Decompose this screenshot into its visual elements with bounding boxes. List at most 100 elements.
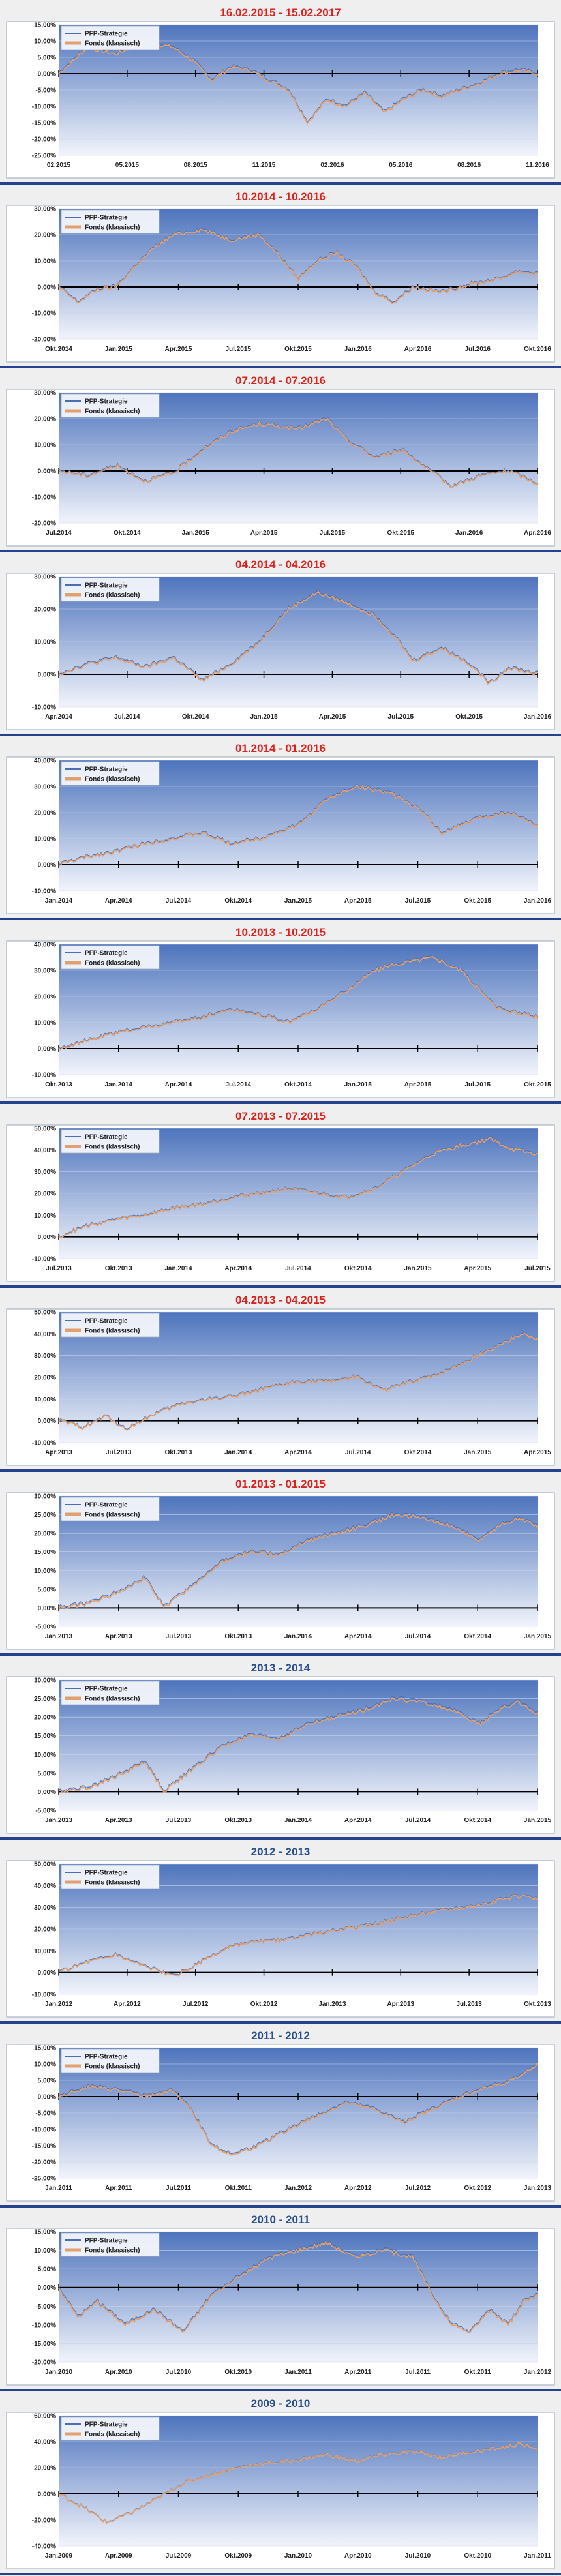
- x-tick-label: Jul.2014: [345, 1449, 371, 1456]
- x-tick-label: 05.2015: [115, 162, 140, 169]
- y-tick-label: 40,00%: [34, 1883, 56, 1890]
- line-chart: 50,00% 40,00% 30,00% 20,00% 10,00% 0,00% -10,0…: [6, 1124, 555, 1282]
- y-tick-label: 30,00%: [34, 1677, 56, 1685]
- x-tick-label: Jul.2012: [183, 2001, 209, 2008]
- x-tick-label: Okt.2013: [524, 2001, 551, 2008]
- series-line-fonds-klassisch: [58, 2240, 538, 2334]
- section-divider: [0, 2573, 561, 2575]
- legend-label: Fonds (klassisch): [85, 1512, 140, 1519]
- y-tick-label: 5,00%: [38, 1586, 56, 1593]
- x-tick-label: Jul.2013: [166, 1817, 192, 1824]
- line-chart: 60,00% 40,00% 20,00% 0,00% -20,00% -40,00% Jan…: [6, 2412, 555, 2569]
- chart-title: 2011 - 2012: [251, 2029, 310, 2042]
- x-tick-label: Apr.2009: [105, 2553, 132, 2560]
- legend-label: Fonds (klassisch): [85, 1144, 140, 1151]
- y-tick-label: 15,00%: [34, 2229, 56, 2236]
- x-tick-label: Okt.2015: [284, 346, 312, 353]
- x-tick-label: Jul.2014: [226, 1081, 252, 1088]
- x-tick-label: Jan.2016: [524, 897, 552, 905]
- y-tick-label: -5,00%: [35, 2303, 56, 2311]
- y-tick-label: 0,00%: [38, 2491, 56, 2498]
- x-tick-label: Jan.2014: [284, 1817, 312, 1824]
- series-line-fonds-klassisch: [58, 590, 538, 685]
- y-tick-label: 50,00%: [34, 1310, 56, 1317]
- x-tick-label: Apr.2013: [45, 1449, 72, 1456]
- line-chart: 30,00% 25,00% 20,00% 15,00% 10,00% 5,00% 0,00%…: [6, 1676, 555, 1834]
- x-tick-label: Jan.2012: [284, 2185, 312, 2192]
- y-tick-label: 30,00%: [34, 390, 56, 397]
- x-tick-label: Jan.2013: [45, 1633, 73, 1640]
- x-tick-label: Okt.2011: [225, 2185, 252, 2192]
- y-tick-label: 10,00%: [34, 1212, 56, 1220]
- x-tick-label: Jul.2011: [405, 2369, 431, 2376]
- x-tick-label: Jan.2011: [45, 2185, 72, 2192]
- y-tick-label: -10,00%: [32, 2127, 56, 2134]
- x-tick-label: Jul.2014: [46, 530, 72, 537]
- x-tick-label: Apr.2012: [344, 2185, 372, 2192]
- x-tick-label: Apr.2014: [224, 1265, 252, 1272]
- series-line-pfp-strategie: [58, 417, 538, 488]
- series-line-fonds-klassisch: [58, 1894, 538, 1977]
- y-tick-label: -5,00%: [35, 2110, 56, 2118]
- x-tick-label: Jan.2015: [404, 1265, 432, 1272]
- chart-panel: 10.2014 - 10.2016 30,00% 20,00% 10,00% 0,00%…: [0, 184, 561, 368]
- x-tick-label: Jan.2014: [284, 1633, 312, 1640]
- x-tick-label: 02.2015: [47, 162, 71, 169]
- legend: [61, 761, 160, 786]
- line-chart: 40,00% 30,00% 20,00% 10,00% 0,00% -10,00% Jan.…: [6, 756, 555, 914]
- y-tick-label: 10,00%: [34, 639, 56, 646]
- y-tick-label: 10,00%: [34, 1752, 56, 1759]
- y-tick-label: 30,00%: [34, 1169, 56, 1176]
- section-divider: [0, 2389, 561, 2391]
- series-line-fonds-klassisch: [58, 1512, 538, 1610]
- y-tick-label: 20,00%: [34, 1926, 56, 1934]
- x-tick-label: Okt.2014: [182, 713, 209, 721]
- chart-title: 04.2014 - 04.2016: [235, 558, 326, 571]
- section-divider: [0, 1285, 561, 1288]
- x-tick-label: Apr.2014: [344, 1817, 372, 1824]
- x-tick-label: Jul.2013: [46, 1265, 72, 1272]
- x-tick-label: Jan.2011: [284, 2369, 312, 2376]
- x-tick-label: Apr.2015: [344, 897, 372, 905]
- x-tick-label: Apr.2014: [105, 897, 132, 905]
- chart-title: 04.2013 - 04.2015: [235, 1294, 326, 1306]
- y-tick-label: 0,00%: [38, 1789, 56, 1796]
- y-tick-label: 20,00%: [34, 1531, 56, 1538]
- x-tick-label: Okt.2015: [464, 897, 491, 905]
- y-tick-label: 0,00%: [38, 2094, 56, 2101]
- x-tick-label: Jul.2016: [465, 346, 491, 353]
- x-tick-label: Jan.2016: [344, 346, 372, 353]
- series-line-pfp-strategie: [58, 2061, 538, 2155]
- chart-title: 2013 - 2014: [250, 1662, 311, 1674]
- legend-label: PFP-Strategie: [85, 1870, 128, 1877]
- x-tick-label: Okt.2014: [45, 346, 72, 353]
- line-chart: 30,00% 20,00% 10,00% 0,00% -10,00% -20,00% Jul…: [6, 389, 555, 547]
- y-tick-label: -25,00%: [32, 153, 56, 160]
- chart-panel: 07.2013 - 07.2015 50,00% 40,00% 30,00% 20,00…: [0, 1103, 561, 1288]
- section-divider: [0, 1837, 561, 1840]
- y-tick-label: 40,00%: [34, 758, 56, 765]
- x-tick-label: Okt.2010: [464, 2553, 491, 2560]
- x-tick-label: Jan.2015: [105, 346, 133, 353]
- x-tick-label: Jul.2014: [114, 713, 140, 721]
- x-tick-label: Okt.2015: [524, 1081, 551, 1088]
- x-tick-label: Jan.2011: [524, 2553, 551, 2560]
- y-tick-label: 20,00%: [34, 232, 56, 239]
- chart-panel: 2011 - 2012 15,00% 10,00% 5,00% 0,00% -5,00% -…: [0, 2023, 561, 2208]
- legend: [61, 2232, 160, 2257]
- chart-title: 2010 - 2011: [251, 2213, 310, 2226]
- x-tick-label: Jan.2015: [250, 713, 278, 721]
- x-tick-label: Jan.2015: [182, 530, 210, 537]
- x-tick-label: Apr.2010: [105, 2369, 132, 2376]
- x-tick-label: Okt.2013: [105, 1265, 132, 1272]
- y-tick-label: 15,00%: [34, 2045, 56, 2052]
- legend-label: PFP-Strategie: [85, 215, 128, 222]
- x-tick-label: Jul.2014: [405, 1817, 431, 1824]
- chart-panel: 07.2014 - 07.2016 30,00% 20,00% 10,00% 0,00%…: [0, 368, 561, 552]
- y-tick-label: 20,00%: [34, 994, 56, 1001]
- x-tick-label: Okt.2011: [464, 2369, 492, 2376]
- y-tick-label: 50,00%: [34, 1126, 56, 1133]
- y-tick-label: 25,00%: [34, 1512, 56, 1519]
- x-tick-label: Jan.2013: [318, 2001, 346, 2008]
- line-chart: 15,00% 10,00% 5,00% 0,00% -5,00% -10,00% -15,0…: [6, 2044, 555, 2202]
